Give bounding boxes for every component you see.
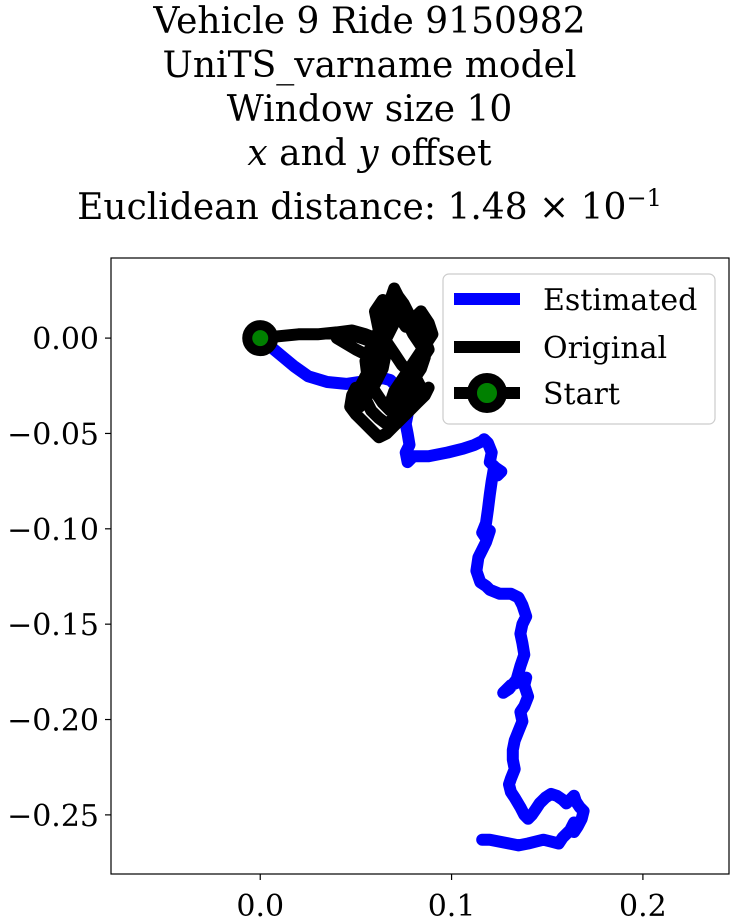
y-tick-label: −0.10 <box>7 513 99 548</box>
title-var-y: y <box>358 133 379 174</box>
y-tick-label: −0.25 <box>7 799 99 834</box>
title-distance-prefix: Euclidean distance: <box>77 187 448 228</box>
start-point-marker <box>242 320 279 357</box>
legend: Estimated Original Start <box>442 273 716 425</box>
x-tick-label: 0.2 <box>619 889 667 922</box>
y-tick-label: −0.20 <box>7 704 99 739</box>
original-trajectory-line <box>254 282 439 444</box>
title-line-1: Vehicle 9 Ride 9150982 <box>153 1 586 42</box>
legend-original-label: Original <box>543 331 667 366</box>
legend-start-label: Start <box>543 377 620 412</box>
title-line-5: Euclidean distance: 1.48 × 10−1 <box>0 176 739 230</box>
series-layer <box>242 282 590 852</box>
title-distance-exponent: −1 <box>626 184 662 212</box>
y-tick-label: −0.15 <box>7 608 99 643</box>
title-offset: offset <box>378 133 492 174</box>
title-line-4: x and y offset <box>0 132 739 176</box>
title-line-3: Window size 10 <box>226 89 513 130</box>
title-distance-value: 1.48 × 10 <box>447 187 627 228</box>
legend-frame <box>442 273 716 425</box>
plot-frame <box>110 257 730 875</box>
title-line-2: UniTS_varname model <box>162 45 577 86</box>
x-tick-label: 0.1 <box>428 889 476 922</box>
title-and: and <box>267 133 359 174</box>
legend-start-marker <box>467 373 507 413</box>
title-var-x: x <box>247 133 268 174</box>
y-axis: 0.00 −0.05 −0.10 −0.15 −0.20 −0.25 <box>7 322 111 834</box>
estimated-trajectory-line <box>254 332 590 852</box>
legend-estimated-label: Estimated <box>543 283 697 318</box>
x-axis: 0.0 0.1 0.2 <box>236 874 667 922</box>
x-tick-label: 0.0 <box>236 889 284 922</box>
y-tick-label: 0.00 <box>32 322 99 357</box>
y-tick-label: −0.05 <box>7 417 99 452</box>
